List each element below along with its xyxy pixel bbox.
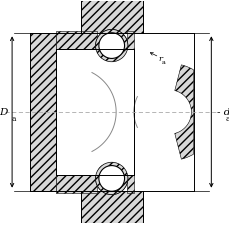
Circle shape	[95, 162, 127, 195]
Polygon shape	[126, 175, 133, 194]
Polygon shape	[80, 0, 142, 34]
Polygon shape	[174, 65, 193, 160]
Circle shape	[98, 34, 124, 59]
Circle shape	[95, 30, 127, 63]
Text: r: r	[158, 54, 161, 63]
Polygon shape	[126, 32, 133, 50]
Polygon shape	[56, 50, 133, 175]
Circle shape	[98, 166, 124, 191]
Polygon shape	[56, 32, 96, 50]
Circle shape	[95, 30, 127, 63]
Circle shape	[98, 166, 124, 191]
Text: a: a	[12, 114, 16, 122]
Text: a: a	[161, 59, 165, 64]
Text: - d: - d	[216, 108, 229, 117]
Text: D: D	[0, 108, 7, 117]
Polygon shape	[30, 34, 193, 191]
Polygon shape	[56, 175, 96, 194]
Polygon shape	[30, 34, 56, 191]
Circle shape	[98, 34, 124, 59]
Polygon shape	[80, 191, 142, 225]
Text: a: a	[225, 114, 229, 122]
Circle shape	[95, 162, 127, 195]
